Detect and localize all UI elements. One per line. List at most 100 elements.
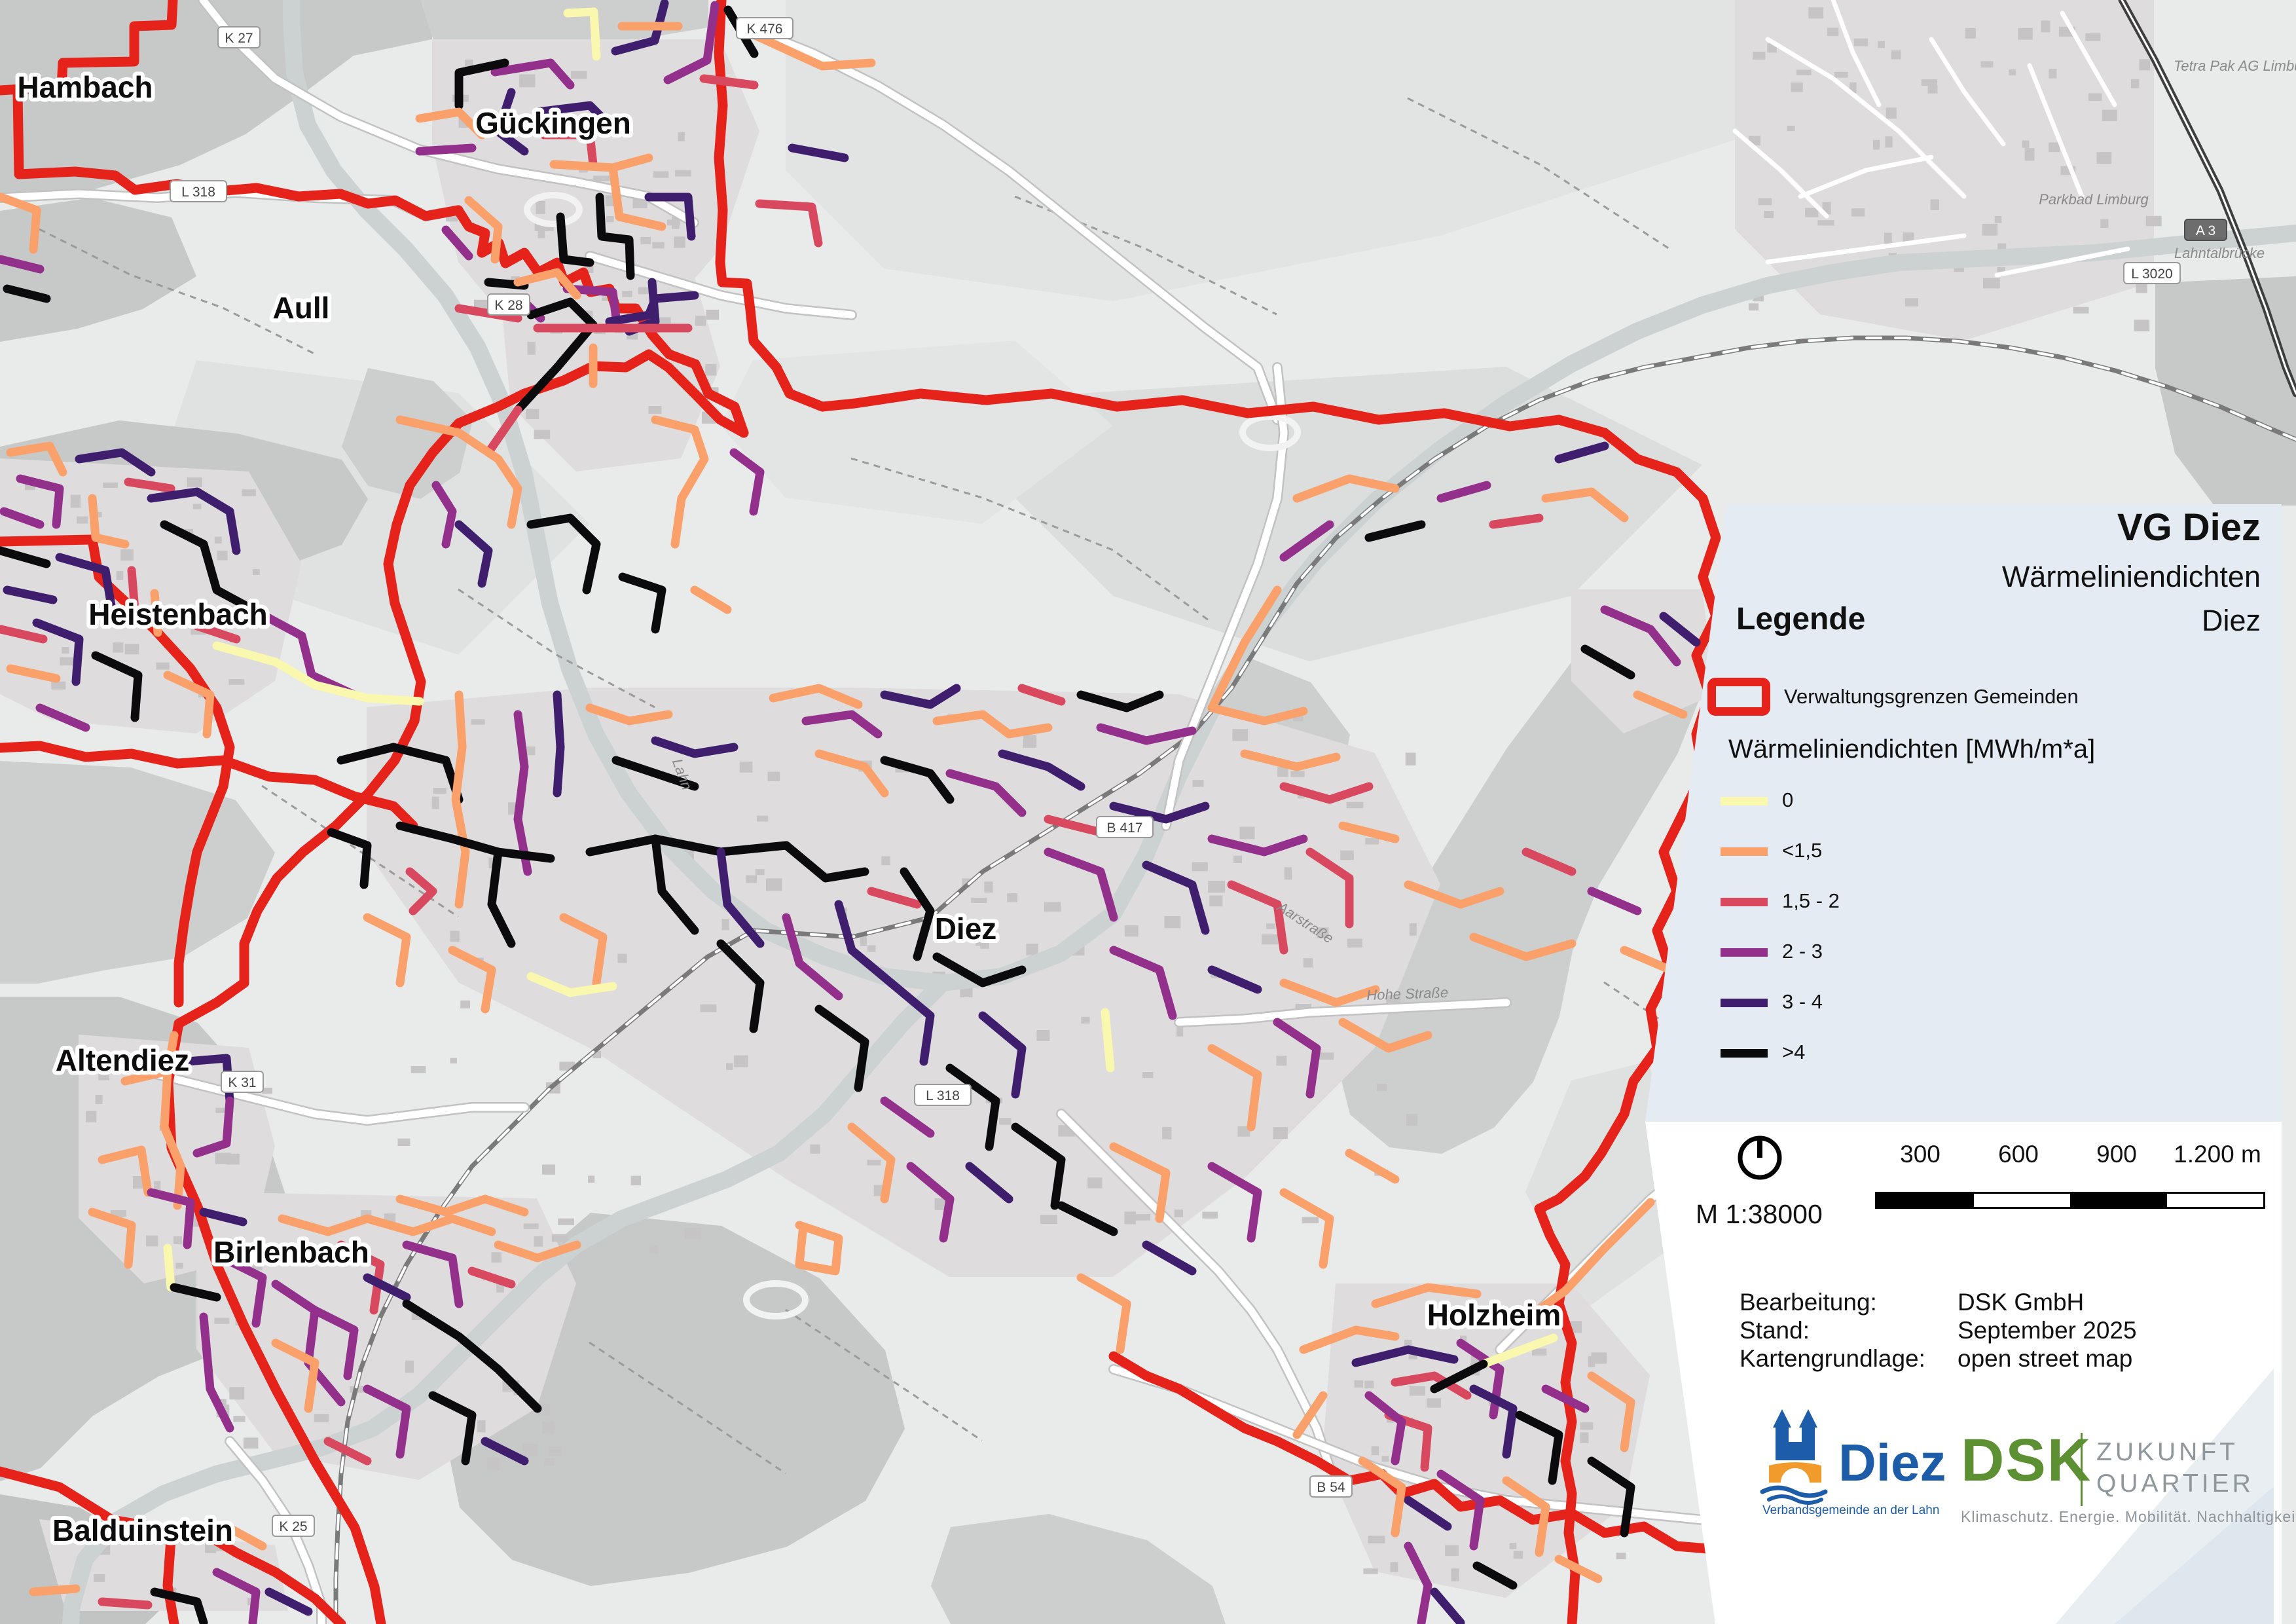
heat-line (467, 1266, 516, 1289)
forest-area (0, 0, 432, 198)
heat-line (1522, 847, 1576, 876)
building (1616, 1553, 1626, 1560)
heat-line (431, 481, 457, 549)
building (2139, 59, 2151, 71)
scale-tick-label: 600 (1998, 1141, 2039, 1168)
building (1885, 136, 1893, 148)
minor-road (1798, 155, 1934, 199)
building (233, 1416, 246, 1422)
heat-line (98, 1145, 153, 1197)
heat-line (337, 1240, 385, 1315)
heat-line (945, 1063, 1000, 1151)
heat-line (945, 769, 1027, 817)
heat-line (363, 1214, 496, 1236)
building (867, 945, 876, 952)
building (471, 719, 485, 725)
heat-line (88, 494, 130, 549)
building (1192, 862, 1208, 872)
heat-line (1017, 684, 1066, 706)
municipal-boundary (0, 0, 178, 96)
building (1409, 1386, 1426, 1396)
heat-line (716, 939, 765, 1033)
heat-line (1207, 834, 1308, 857)
heat-line (1109, 946, 1177, 1020)
building (252, 1257, 263, 1270)
building (1364, 1380, 1374, 1389)
building (120, 549, 134, 561)
building (102, 482, 118, 488)
heat-line (651, 415, 709, 549)
stadium-track (743, 1280, 809, 1320)
heat-line (88, 1208, 136, 1269)
heat-line (1279, 978, 1380, 1007)
building (548, 1447, 562, 1456)
municipal-boundary (12, 88, 464, 221)
heat-class-label: >4 (1782, 1041, 1806, 1063)
heat-line (1338, 1018, 1432, 1053)
heat-line (163, 671, 215, 739)
building (648, 406, 662, 414)
building (1965, 28, 1976, 39)
building (2100, 219, 2109, 228)
forest-area (0, 198, 196, 342)
heat-line (867, 887, 922, 909)
road-shield-label: L 3020 (2131, 267, 2172, 282)
heat-line (611, 0, 669, 56)
place-label: Hambach (17, 70, 153, 104)
heat-line (1299, 1325, 1400, 1354)
boundary-dash (1014, 195, 1277, 316)
building (219, 1399, 227, 1407)
road-shield (272, 1515, 315, 1537)
building (1317, 1052, 1334, 1060)
heat-class-swatch (1721, 898, 1768, 906)
building (1239, 826, 1255, 840)
heat-line (264, 1587, 313, 1616)
building (51, 681, 66, 690)
building (1273, 1127, 1288, 1139)
heat-class-swatch (1721, 847, 1768, 856)
diez-castle-part (1776, 1426, 1789, 1460)
boundary-dash (589, 1341, 786, 1475)
building (1764, 211, 1774, 219)
dsk-logo-tagline: Klimaschutz. Energie. Mobilität. Nachhal… (1961, 1508, 2296, 1525)
forest-area (1337, 591, 1704, 1154)
heat-line (1430, 1587, 1465, 1624)
building (733, 1055, 748, 1067)
heat-line (454, 520, 493, 588)
building (1827, 28, 1839, 37)
building (1441, 1310, 1455, 1321)
building (431, 796, 439, 809)
building (1087, 1177, 1102, 1189)
heat-line (1364, 520, 1426, 542)
heat-line (1391, 1371, 1472, 1400)
diez-castle-part (1773, 1409, 1791, 1428)
heat-line (729, 448, 765, 516)
building (1591, 1352, 1607, 1364)
building (1007, 893, 1018, 902)
building (522, 1444, 538, 1456)
heat-line (1044, 815, 1105, 837)
heat-line (1358, 1456, 1406, 1538)
building (2102, 109, 2117, 122)
municipal-boundary (0, 1466, 179, 1624)
scale-tick-label: 300 (1900, 1141, 1941, 1168)
heat-line (611, 756, 699, 791)
building (1081, 1016, 1090, 1024)
field-area (982, 367, 1702, 661)
area-label: Tetra Pak AG Limburg (2174, 58, 2296, 74)
diez-logo-tagline: Verbandsgemeinde an der Lahn (1762, 1504, 1940, 1517)
heat-line (222, 1522, 267, 1551)
building (1853, 38, 1868, 46)
heat-line (454, 58, 509, 110)
heat-line (1109, 1142, 1171, 1223)
building (1174, 1209, 1183, 1217)
heat-line (1430, 1359, 1488, 1393)
heat-line (880, 756, 955, 804)
building (156, 662, 170, 670)
building (1277, 767, 1288, 777)
diez-castle-part (1799, 1409, 1817, 1428)
diez-castle-part (1767, 1494, 1823, 1505)
building (132, 1175, 144, 1189)
road-shield (170, 180, 227, 202)
urban-area (1735, 0, 2154, 341)
